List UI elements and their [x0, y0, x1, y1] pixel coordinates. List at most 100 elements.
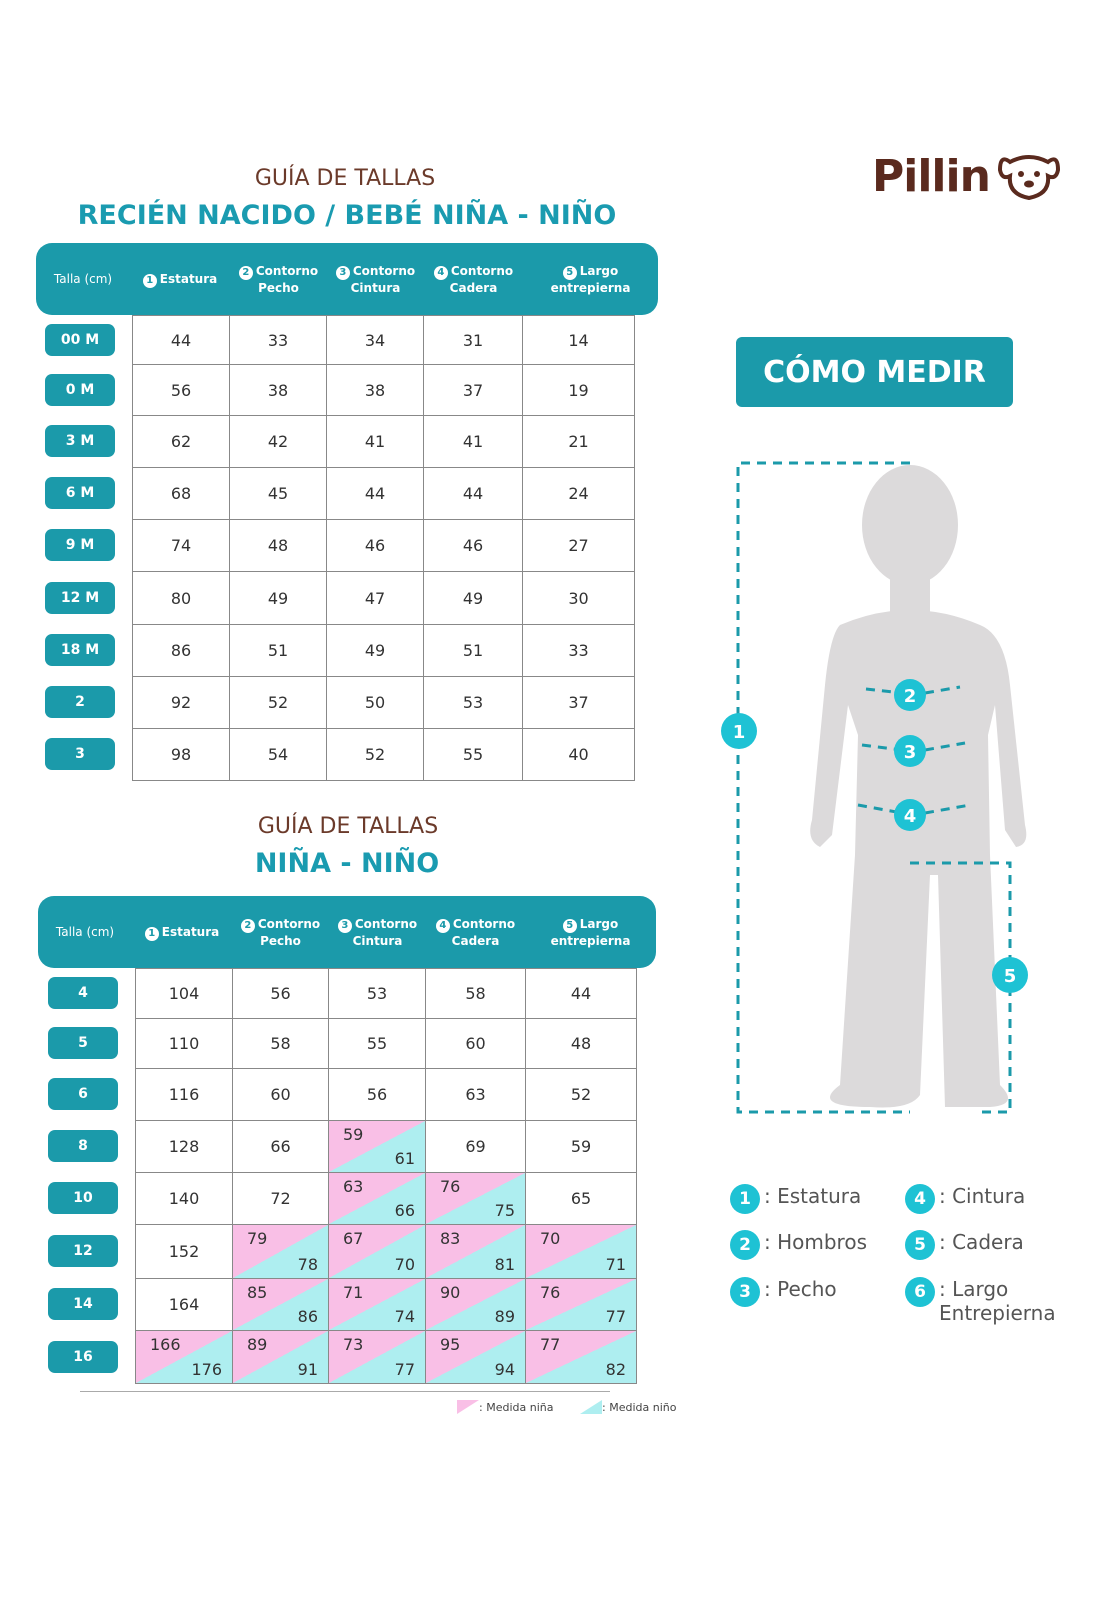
- girl-value: 73: [343, 1335, 364, 1354]
- column-header: 5 Largo entrepierna: [525, 916, 656, 949]
- table-cell: 56: [329, 1069, 426, 1121]
- number-circle-icon: 6: [905, 1277, 935, 1307]
- size-label: 12: [48, 1235, 118, 1267]
- table1-title: RECIÉN NACIDO / BEBÉ NIÑA - NIÑO: [77, 200, 617, 231]
- number-circle-icon: 5: [905, 1230, 935, 1260]
- table-cell: 65: [526, 1173, 637, 1225]
- table-cell: 47: [327, 572, 424, 625]
- column-header-label: Contorno Cadera: [449, 263, 514, 295]
- column-header-label: Talla (cm): [53, 272, 113, 286]
- table-cell: 38: [230, 365, 327, 416]
- column-header: 3 Contorno Cintura: [327, 263, 424, 296]
- table-cell: 46: [327, 520, 424, 572]
- table-cell: 53: [424, 677, 523, 729]
- table-cell: 48: [526, 1019, 637, 1069]
- boy-value: 74: [394, 1307, 415, 1326]
- girl-value: 63: [343, 1177, 364, 1196]
- table-row: 166 176 89 91 73 77 95 94 77 82: [136, 1331, 637, 1384]
- boy-value: 77: [605, 1307, 626, 1326]
- number-circle-icon: 2: [730, 1230, 760, 1260]
- table-cell: 31: [424, 316, 523, 365]
- table-row: 104 56 53 58 44: [136, 969, 637, 1019]
- measure-legend-item: 1: Estatura: [730, 1184, 861, 1214]
- step-number-icon: 3: [337, 918, 352, 933]
- column-header: 4 Contorno Cadera: [424, 263, 523, 296]
- measure-legend-label: : Cadera: [939, 1230, 1024, 1254]
- table-cell: 69: [426, 1121, 526, 1173]
- table-cell: 45: [230, 468, 327, 520]
- legend-nino: : Medida niño: [580, 1400, 676, 1414]
- number-circle-icon: 3: [730, 1277, 760, 1307]
- table-row: 164 85 86 71 74 90 89 76 77: [136, 1279, 637, 1331]
- measure-legend-label: : Largo Entrepierna: [939, 1277, 1056, 1325]
- marker-1: [721, 713, 757, 749]
- table-row: 62 42 41 41 21: [133, 416, 635, 468]
- table-cell: 14: [523, 316, 635, 365]
- table-cell: 166 176: [136, 1331, 233, 1384]
- table-cell: 59: [526, 1121, 637, 1173]
- table-row: 56 38 38 37 19: [133, 365, 635, 416]
- table-cell: 24: [523, 468, 635, 520]
- size-table-kids: Talla (cm) 1 Estatura 2 Contorno Pecho 3 Conto…: [38, 896, 656, 1384]
- step-number-icon: 5: [562, 265, 577, 280]
- measure-legend-label: : Pecho: [764, 1277, 837, 1301]
- size-label: 18 M: [45, 634, 115, 666]
- table-cell: 60: [426, 1019, 526, 1069]
- table-row: 98 54 52 55 40: [133, 729, 635, 781]
- table-cell: 79 78: [233, 1225, 329, 1279]
- table-cell: 44: [526, 969, 637, 1019]
- column-header-label: Contorno Cintura: [352, 916, 418, 948]
- table-cell: 37: [523, 677, 635, 729]
- size-table-baby: Talla (cm) 1 Estatura 2 Contorno Pecho 3 Conto…: [36, 243, 658, 781]
- table-cell: 72: [233, 1173, 329, 1225]
- body-silhouette: 1 2 3 4 5: [721, 461, 1028, 1114]
- boy-value: 81: [494, 1255, 515, 1274]
- table-cell: 49: [424, 572, 523, 625]
- column-header-label: Largo entrepierna: [550, 916, 631, 948]
- table-cell: 37: [424, 365, 523, 416]
- girl-value: 71: [343, 1283, 364, 1302]
- size-label: 6: [48, 1078, 118, 1110]
- step-number-icon: 2: [240, 918, 255, 933]
- column-header: 1 Estatura: [132, 924, 232, 941]
- marker-2: [894, 679, 926, 711]
- girl-value: 83: [440, 1229, 461, 1248]
- boy-value: 77: [394, 1360, 415, 1379]
- measure-legend-label: : Cintura: [939, 1184, 1026, 1208]
- pink-triangle-icon: [457, 1400, 479, 1414]
- table-cell: 89 91: [233, 1331, 329, 1384]
- legend-nina: : Medida niña: [457, 1400, 553, 1414]
- table-cell: 52: [230, 677, 327, 729]
- table-cell: 110: [136, 1019, 233, 1069]
- table-cell: 51: [424, 625, 523, 677]
- column-header-label: Estatura: [159, 271, 218, 286]
- table-cell: 44: [327, 468, 424, 520]
- table-cell: 63 66: [329, 1173, 426, 1225]
- table-cell: 86: [133, 625, 230, 677]
- table-cell: 140: [136, 1173, 233, 1225]
- table-cell: 80: [133, 572, 230, 625]
- column-header: Talla (cm): [36, 271, 130, 287]
- step-number-icon: 3: [335, 265, 350, 280]
- table-cell: 19: [523, 365, 635, 416]
- marker-4: [894, 799, 926, 831]
- size-label: 3: [45, 738, 115, 770]
- como-medir-button[interactable]: CÓMO MEDIR: [736, 337, 1013, 407]
- girl-value: 77: [540, 1335, 561, 1354]
- column-header-label: Contorno Cadera: [451, 916, 516, 948]
- table-cell: 55: [424, 729, 523, 781]
- table-cell: 51: [230, 625, 327, 677]
- girl-value: 76: [540, 1283, 561, 1302]
- boy-value: 75: [494, 1201, 515, 1220]
- boy-value: 89: [494, 1307, 515, 1326]
- boy-value: 86: [297, 1307, 318, 1326]
- step-number-icon: 4: [435, 918, 450, 933]
- table-header: Talla (cm) 1 Estatura 2 Contorno Pecho 3 Conto…: [38, 896, 656, 968]
- legend-nino-label: : Medida niño: [602, 1400, 677, 1414]
- table-cell: 56: [133, 365, 230, 416]
- measure-legend-item: 4: Cintura: [905, 1184, 1025, 1214]
- table-row: 140 72 63 66 76 75 65: [136, 1173, 637, 1225]
- measure-legend-item: 6: Largo Entrepierna: [905, 1277, 1079, 1325]
- boy-value: 78: [297, 1255, 318, 1274]
- marker-3-label: 3: [904, 742, 917, 763]
